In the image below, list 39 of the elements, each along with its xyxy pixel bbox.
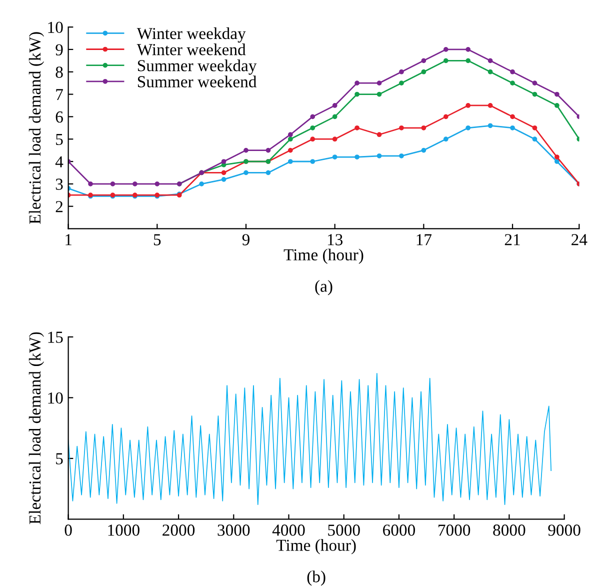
y-tick-label: 5 [56, 453, 63, 464]
x-tick-label: 4000 [272, 524, 305, 536]
x-tick-label: 21 [504, 234, 520, 246]
y-tick-label: 9 [56, 44, 63, 56]
y-tick-label: 3 [56, 178, 63, 190]
x-tick-label: 24 [572, 234, 588, 246]
x-tick-label: 5000 [328, 524, 360, 536]
x-tick-label: 1 [66, 234, 72, 246]
x-tick-label: 6000 [383, 524, 415, 536]
legend-label: Winter weekend [136, 44, 246, 56]
y-tick-label: 10 [48, 392, 63, 404]
text: (a) [315, 280, 332, 296]
y-tick-label: 7 [56, 89, 63, 100]
y-tick-label: 4 [55, 156, 64, 168]
x-tick-label: 17 [416, 234, 432, 246]
x-tick-label: 13 [328, 234, 343, 246]
y-tick-label: 6 [56, 111, 63, 123]
legend-label: Summer weekday [138, 60, 257, 75]
x-axis-title: Time (hour) [284, 248, 364, 264]
x-tick-label: 9000 [548, 524, 580, 536]
y-tick-label: 15 [48, 332, 63, 343]
y-tick-label: 2 [56, 201, 63, 212]
y-tick-label: 8 [56, 66, 63, 78]
x-axis-title: Time (hour) [276, 539, 356, 554]
x-tick-label: 5 [154, 234, 161, 246]
x-tick-label: 3000 [218, 524, 250, 536]
y-axis-title: Electrical load demand (kW) [28, 32, 44, 224]
x-tick-label: 9 [242, 234, 250, 246]
legend-label: Winter weekday [136, 27, 246, 43]
x-tick-label: 8000 [493, 524, 526, 536]
y-axis-title: Electrical load demand (kW) [28, 332, 44, 524]
y-tick-label: 10 [48, 22, 63, 33]
x-tick-label: 0 [64, 524, 72, 536]
y-tick-label: 5 [56, 134, 63, 146]
x-tick-label: 1000 [108, 524, 140, 536]
x-tick-label: 2000 [162, 524, 195, 536]
x-tick-label: 7000 [438, 524, 470, 536]
text: (b) [307, 570, 326, 586]
legend-label: Summer weekend [138, 76, 257, 88]
